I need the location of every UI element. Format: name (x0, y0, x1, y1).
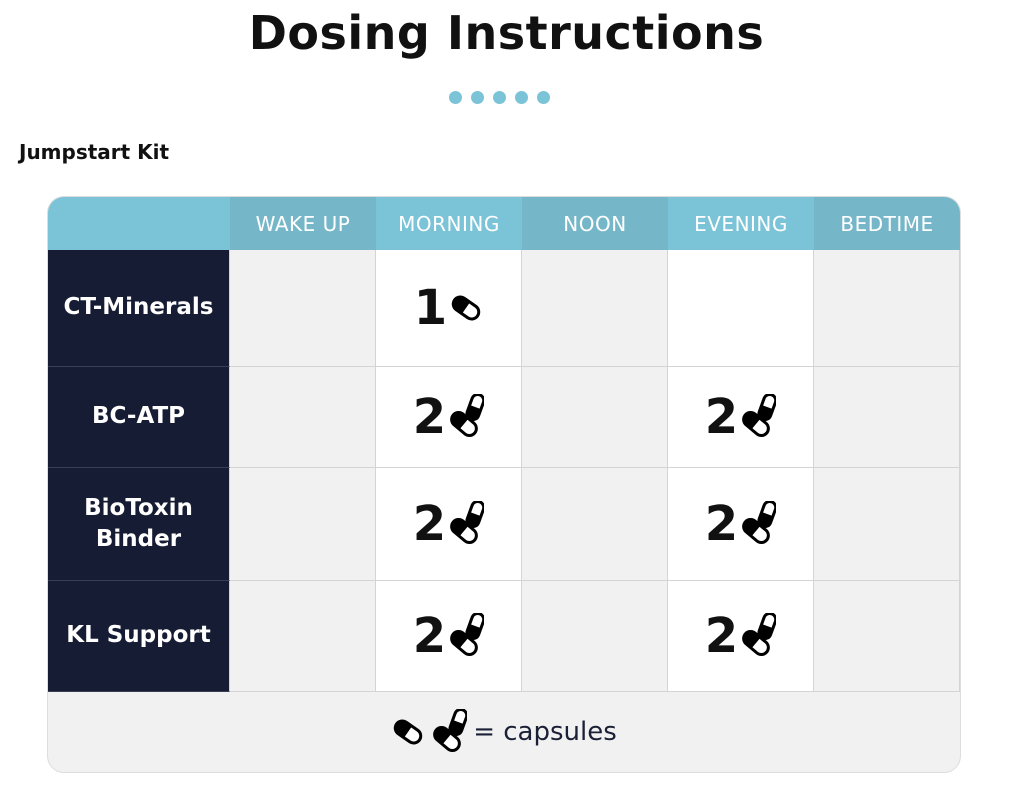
dose-cell (814, 581, 960, 692)
dose-cell: 2 (668, 468, 814, 581)
dose-count: 2 (412, 496, 447, 552)
dose-cell: 2 (668, 581, 814, 692)
dosing-table: WAKE UP MORNING NOON EVENING BEDTIME CT-Miner… (48, 197, 960, 772)
single-capsule-icon (391, 715, 425, 749)
dose-cell (230, 581, 376, 692)
dose-cell (814, 367, 960, 468)
two-capsules-icon (431, 709, 468, 755)
dose-cell: 2 (376, 468, 522, 581)
dose-cell (814, 468, 960, 581)
column-header-wake-up: WAKE UP (230, 197, 376, 250)
legend-text: = capsules (473, 717, 617, 747)
two-capsules-icon (738, 613, 777, 659)
dose-cell (230, 250, 376, 367)
two-capsules-icon (446, 613, 485, 659)
dose-count: 1 (413, 280, 448, 336)
dose-cell (230, 367, 376, 468)
header-corner (48, 197, 230, 250)
row-label: CT-Minerals (48, 250, 230, 367)
dose-cell (522, 468, 668, 581)
dose-cell (522, 367, 668, 468)
dose-cell (522, 250, 668, 367)
row-label: KL Support (48, 581, 230, 692)
page-title: Dosing Instructions (248, 6, 765, 60)
dose-count: 2 (412, 389, 447, 445)
dose-cell (668, 250, 814, 367)
dose-cell (230, 468, 376, 581)
dose-count: 2 (704, 496, 739, 552)
single-capsule-icon (447, 291, 483, 325)
decorative-dots (449, 91, 550, 104)
column-header-evening: EVENING (668, 197, 814, 250)
two-capsules-icon (738, 394, 777, 440)
row-label: BioToxin Binder (48, 468, 230, 581)
two-capsules-icon (738, 501, 777, 547)
two-capsules-icon (446, 394, 485, 440)
legend: = capsules (48, 692, 960, 772)
column-header-morning: MORNING (376, 197, 522, 250)
dose-cell (814, 250, 960, 367)
kit-name: Jumpstart Kit (19, 140, 170, 164)
two-capsules-icon (446, 501, 485, 547)
dose-count: 2 (704, 608, 739, 664)
dose-count: 2 (412, 608, 447, 664)
dose-count: 2 (704, 389, 739, 445)
dose-cell: 2 (376, 581, 522, 692)
dose-cell (522, 581, 668, 692)
column-header-noon: NOON (522, 197, 668, 250)
dose-cell: 2 (376, 367, 522, 468)
dose-cell: 1 (376, 250, 522, 367)
dose-cell: 2 (668, 367, 814, 468)
row-label: BC-ATP (48, 367, 230, 468)
column-header-bedtime: BEDTIME (814, 197, 960, 250)
